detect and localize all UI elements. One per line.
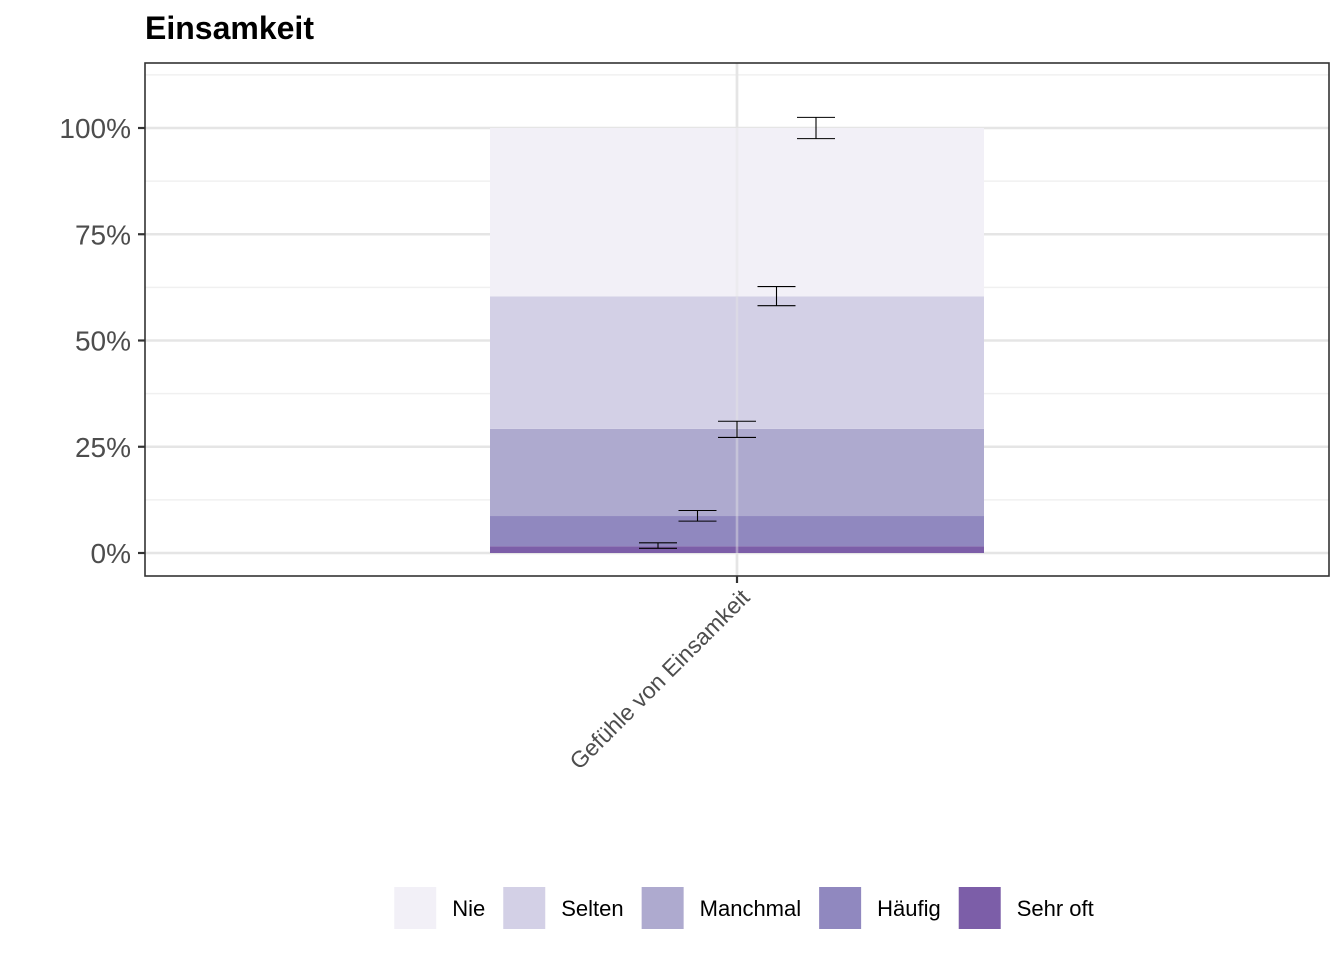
legend-key	[394, 887, 437, 929]
y-tick-label: 50%	[75, 326, 131, 357]
legend-key	[958, 887, 1001, 929]
legend-item-häufig: Häufig	[819, 887, 941, 929]
y-tick-label: 100%	[59, 113, 131, 144]
bar-segment-manchmal	[490, 428, 984, 517]
legend-key	[503, 887, 546, 929]
legend-label: Sehr oft	[1017, 896, 1094, 921]
legend-label: Manchmal	[700, 896, 801, 921]
bars-layer	[490, 63, 984, 576]
legend-label: Nie	[452, 896, 485, 921]
x-tick-label: Gefühle von Einsamkeit	[564, 584, 755, 775]
legend-item-selten: Selten	[503, 887, 624, 929]
y-tick-label: 75%	[75, 219, 131, 250]
legend-key	[819, 887, 862, 929]
bar-segment-sehr-oft	[490, 546, 984, 553]
x-axis: Gefühle von Einsamkeit	[564, 576, 755, 774]
legend-label: Häufig	[877, 896, 941, 921]
y-axis: 0% 25% 50% 75% 100%	[59, 113, 145, 569]
bar-segment-häufig	[490, 516, 984, 547]
errorbar-manchmal	[718, 420, 756, 438]
legend-item-nie: Nie	[394, 887, 485, 929]
errorbar-selten	[757, 285, 796, 307]
legend-item-manchmal: Manchmal	[641, 887, 801, 929]
errorbar-häufig	[678, 509, 717, 522]
bar-segment-nie	[490, 128, 984, 297]
chart-title: Einsamkeit	[145, 10, 314, 46]
y-tick-label: 25%	[75, 432, 131, 463]
bar-segment-selten	[490, 296, 984, 429]
errorbar-layer	[639, 116, 835, 549]
legend-item-sehr-oft: Sehr oft	[958, 887, 1094, 929]
legend-label: Selten	[561, 896, 623, 921]
y-tick-label: 0%	[91, 538, 131, 569]
legend-key	[641, 887, 684, 929]
legend: Nie Selten Manchmal Häufig Sehr oft	[394, 887, 1094, 929]
errorbar-sehr-oft	[639, 542, 677, 549]
errorbar-nie	[797, 116, 835, 140]
